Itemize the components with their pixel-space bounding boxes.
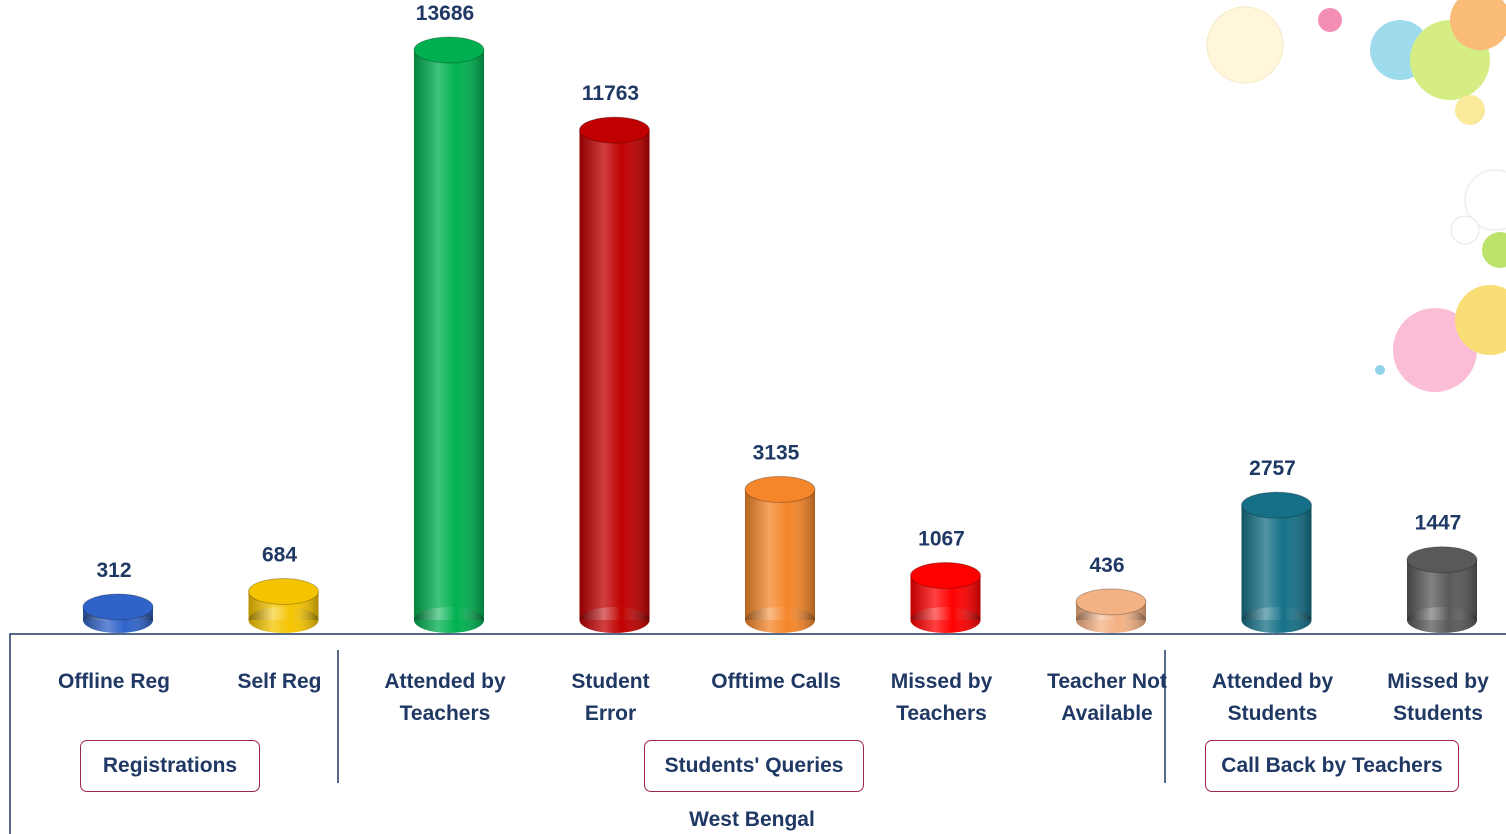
bar (580, 117, 650, 633)
chart-title: West Bengal (689, 808, 815, 831)
bar-bottom-shade (911, 607, 981, 633)
x-tick-label: Attended by Students (1193, 666, 1353, 730)
bar-bottom-shade (1242, 607, 1312, 633)
bar-top (580, 117, 650, 143)
value-label: 11763 (582, 82, 639, 105)
decoration (1207, 0, 1506, 392)
x-tick-label: Missed by Teachers (862, 666, 1022, 730)
bar (1407, 547, 1477, 633)
bar-bottom-shade (1407, 607, 1477, 633)
value-label: 436 (1089, 554, 1124, 577)
bar-shade (745, 489, 815, 620)
x-tick-label: Missed by Students (1358, 666, 1506, 730)
x-tick-label: Teacher Not Available (1027, 666, 1187, 730)
value-label: 13686 (416, 2, 474, 25)
x-tick-label: Student Error (531, 666, 691, 730)
bar (249, 579, 319, 633)
bar-top (1407, 547, 1477, 573)
x-tick-label: Self Reg (200, 666, 360, 698)
bar-bottom-shade (414, 607, 484, 633)
bar (83, 594, 153, 633)
bar-top (83, 594, 153, 620)
bar-shade (414, 50, 484, 620)
bar (911, 563, 981, 633)
x-tick-label: Attended by Teachers (365, 666, 525, 730)
chart: West Bengal 312 684 13686 11763 3135 1067 436 2… (0, 0, 1506, 834)
bar (1076, 589, 1146, 633)
value-label: 1067 (918, 528, 965, 551)
bar-top (1242, 492, 1312, 518)
bar (414, 37, 484, 633)
group-label: Students' Queries (644, 740, 864, 792)
value-label: 1447 (1415, 512, 1462, 535)
x-tick-label: Offline Reg (34, 666, 194, 698)
bar-top (249, 579, 319, 605)
value-label: 3135 (753, 441, 800, 464)
value-label: 312 (96, 559, 131, 582)
group-label: Call Back by Teachers (1205, 740, 1459, 792)
bar (745, 476, 815, 633)
bar-top (911, 563, 981, 589)
bar (1242, 492, 1312, 633)
value-label: 2757 (1249, 457, 1296, 480)
bar-shade (1242, 505, 1312, 620)
bar-bottom-shade (249, 607, 319, 633)
bar-bottom-shade (580, 607, 650, 633)
bar-top (414, 37, 484, 63)
bar-bottom-shade (745, 607, 815, 633)
bar-shade (580, 130, 650, 620)
frame (10, 634, 1506, 834)
bar-top (1076, 589, 1146, 615)
bar-top (745, 476, 815, 502)
value-label: 684 (262, 544, 297, 567)
group-label: Registrations (80, 740, 260, 792)
x-tick-label: Offtime Calls (696, 666, 856, 698)
